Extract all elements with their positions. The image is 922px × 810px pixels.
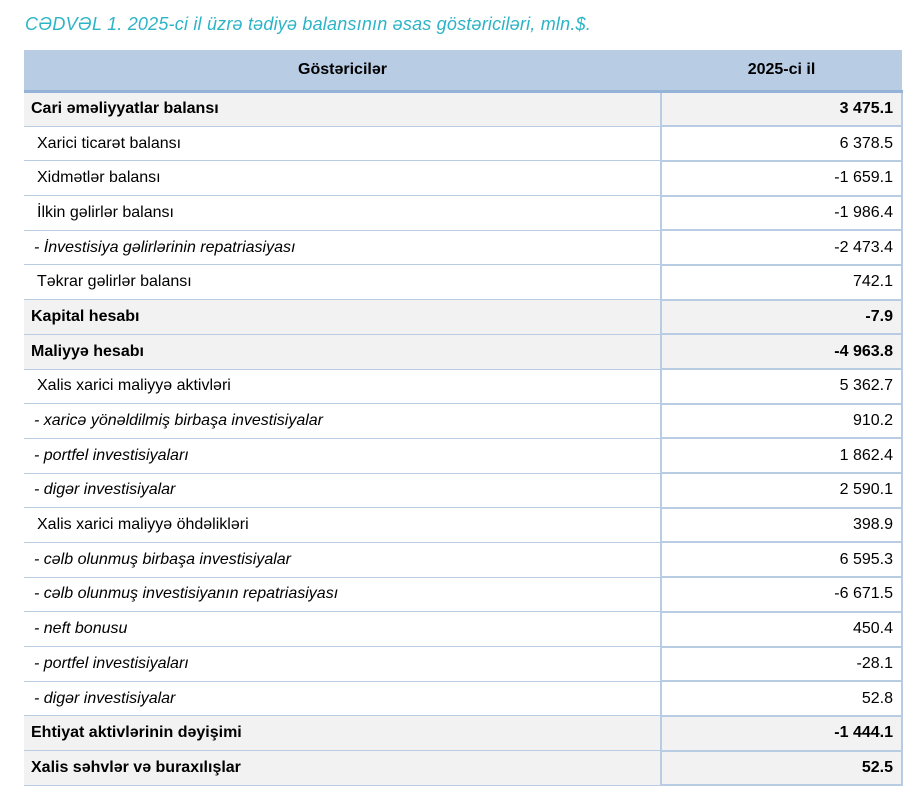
row-value: 52.5 — [660, 750, 903, 787]
row-value: 3 475.1 — [660, 91, 903, 128]
row-label: - neft bonusu — [24, 611, 661, 647]
table-row: Xidmətlər balansı -1 659.1 — [24, 160, 903, 197]
row-label: - digər investisiyalar — [24, 681, 661, 717]
table-row: Maliyyə hesabı -4 963.8 — [24, 334, 903, 370]
table-row: Xarici ticarət balansı 6 378.5 — [24, 126, 903, 162]
row-label: Kapital hesabı — [24, 299, 661, 335]
row-value: 1 862.4 — [660, 438, 903, 475]
row-value: 6 378.5 — [660, 126, 903, 162]
table-row: - cəlb olunmuş investisiyanın repatriasi… — [24, 577, 903, 613]
row-label: - digər investisiyalar — [24, 473, 661, 509]
table-row: Ehtiyat aktivlərinin dəyişimi -1 444.1 — [24, 715, 903, 752]
row-label: İlkin gəlirlər balansı — [24, 195, 661, 231]
row-value: 450.4 — [660, 611, 903, 648]
table-row: Təkrar gəlirlər balansı 742.1 — [24, 264, 903, 301]
table-row: - cəlb olunmuş birbaşa investisiyalar 6 … — [24, 542, 903, 579]
row-label: Təkrar gəlirlər balansı — [24, 264, 661, 301]
row-value: 6 595.3 — [660, 542, 903, 579]
table-row: - İnvestisiya gəlirlərinin repatriasiyas… — [24, 230, 903, 266]
table-row: Xalis xarici maliyyə öhdəlikləri 398.9 — [24, 507, 903, 544]
row-label: Xarici ticarət balansı — [24, 126, 661, 162]
row-value: -4 963.8 — [660, 334, 903, 370]
table-row: - xaricə yönəldilmiş birbaşa investisiya… — [24, 403, 903, 440]
row-label: Ehtiyat aktivlərinin dəyişimi — [24, 715, 661, 752]
table-row: Kapital hesabı -7.9 — [24, 299, 903, 336]
row-value: -1 659.1 — [660, 160, 903, 197]
column-header-indicators: Göstəricilər — [24, 50, 661, 93]
table-row: Xalis səhvlər və buraxılışlar 52.5 — [24, 750, 903, 787]
row-value: 52.8 — [660, 681, 903, 717]
table-row: - portfel investisiyaları 1 862.4 — [24, 438, 903, 475]
row-label: Maliyyə hesabı — [24, 334, 661, 370]
row-value: 398.9 — [660, 507, 903, 544]
row-value: 5 362.7 — [660, 369, 903, 405]
row-label: Xalis səhvlər və buraxılışlar — [24, 750, 661, 786]
row-value: -6 671.5 — [660, 577, 903, 613]
row-label: - cəlb olunmuş birbaşa investisiyalar — [24, 542, 661, 578]
row-value: -28.1 — [660, 646, 903, 683]
table-row: - neft bonusu 450.4 — [24, 611, 903, 648]
table-row: - digər investisiyalar 2 590.1 — [24, 473, 903, 509]
row-label: - portfel investisiyaları — [24, 438, 661, 474]
row-value: 2 590.1 — [660, 473, 903, 509]
column-header-year-2025: 2025-ci il — [661, 50, 902, 93]
row-value: 742.1 — [660, 264, 903, 301]
table-body: Cari əməliyyatlar balansı 3 475.1 Xarici… — [24, 91, 903, 787]
header-row: Göstəricilər 2025-ci il — [24, 50, 902, 93]
row-value: 910.2 — [660, 403, 903, 440]
table-row: Cari əməliyyatlar balansı 3 475.1 — [24, 91, 903, 128]
table-row: Xalis xarici maliyyə aktivləri 5 362.7 — [24, 369, 903, 405]
row-label: - cəlb olunmuş investisiyanın repatriasi… — [24, 577, 661, 613]
table-title: CƏDVƏL 1. 2025-ci il üzrə tədiyə balansı… — [25, 14, 591, 34]
row-label: Cari əməliyyatlar balansı — [24, 91, 661, 127]
row-value: -1 444.1 — [660, 715, 903, 752]
row-label: - xaricə yönəldilmiş birbaşa investisiya… — [24, 403, 661, 439]
table-row: - digər investisiyalar 52.8 — [24, 681, 903, 717]
row-label: Xalis xarici maliyyə öhdəlikləri — [24, 507, 661, 543]
table-row: İlkin gəlirlər balansı -1 986.4 — [24, 195, 903, 232]
table-row: - portfel investisiyaları -28.1 — [24, 646, 903, 683]
balance-of-payments-table: Göstəricilər 2025-ci il Cari əməliyyatla… — [24, 50, 903, 787]
row-value: -7.9 — [660, 299, 903, 336]
row-value: -1 986.4 — [660, 195, 903, 232]
row-label: - İnvestisiya gəlirlərinin repatriasiyas… — [24, 230, 661, 266]
row-value: -2 473.4 — [660, 230, 903, 266]
row-label: Xalis xarici maliyyə aktivləri — [24, 369, 661, 405]
row-label: Xidmətlər balansı — [24, 160, 661, 197]
row-label: - portfel investisiyaları — [24, 646, 661, 682]
